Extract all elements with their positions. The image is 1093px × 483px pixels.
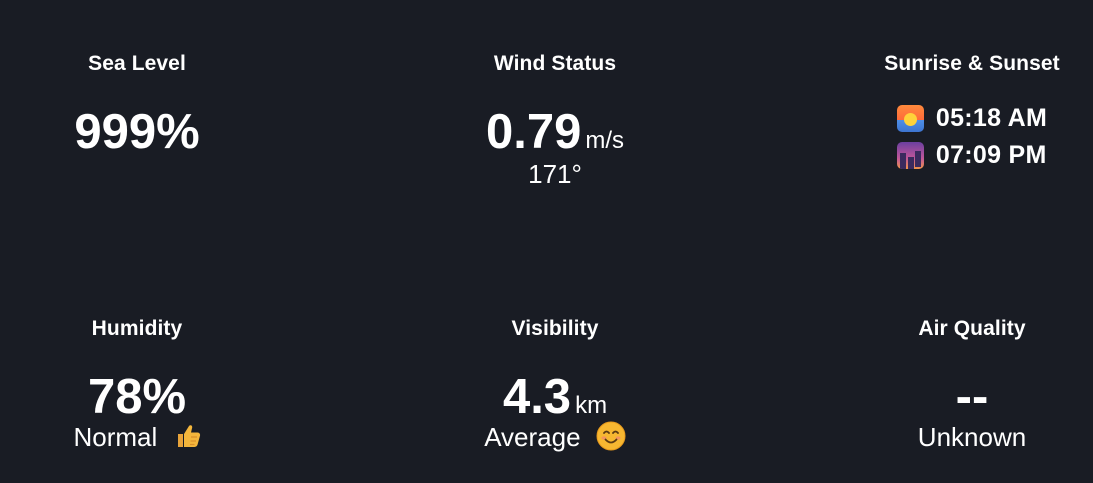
sunset-row: 07:09 PM bbox=[896, 137, 1047, 174]
visibility-status: Average bbox=[365, 421, 745, 453]
air-quality-card: Air Quality -- Unknown bbox=[782, 315, 1093, 453]
sunset-time: 07:09 PM bbox=[935, 141, 1047, 169]
humidity-value: 78% bbox=[0, 369, 327, 425]
wind-direction: 171° bbox=[528, 159, 582, 189]
air-quality-value: -- bbox=[782, 369, 1093, 425]
visibility-card: Visibility 4.3 km Average bbox=[365, 315, 745, 453]
sunrise-row: 05:18 AM bbox=[896, 100, 1048, 137]
visibility-unit: km bbox=[575, 392, 608, 419]
visibility-value-text: 4.3 bbox=[502, 370, 572, 424]
thumbs-up-icon bbox=[177, 425, 200, 447]
air-quality-status: Unknown bbox=[917, 422, 1027, 452]
wind-status-title: Wind Status bbox=[493, 52, 617, 75]
humidity-card: Humidity 78% Normal bbox=[0, 315, 327, 453]
sunrise-sunset-title: Sunrise & Sunset bbox=[884, 52, 1060, 75]
humidity-status: Normal bbox=[0, 421, 327, 453]
sunrise-time: 05:18 AM bbox=[935, 104, 1048, 132]
sea-level-value: 999% bbox=[0, 104, 327, 160]
visibility-value: 4.3 km bbox=[365, 369, 745, 425]
sun-times-list: 05:18 AM 07:09 PM bbox=[896, 100, 1048, 174]
wind-speed-text: 0.79 bbox=[485, 105, 582, 159]
wind-speed-value: 0.79 m/s bbox=[365, 104, 745, 160]
smiling-face-icon bbox=[596, 421, 626, 451]
air-quality-value-text: -- bbox=[955, 370, 989, 424]
sea-level-title: Sea Level bbox=[88, 52, 186, 75]
sea-level-card: Sea Level 999% bbox=[0, 50, 327, 160]
visibility-title: Visibility bbox=[511, 317, 599, 340]
air-quality-title: Air Quality bbox=[918, 317, 1026, 340]
wind-status-card: Wind Status 0.79 m/s 171° bbox=[365, 50, 745, 190]
wind-speed-unit: m/s bbox=[585, 127, 625, 154]
sunset-city-icon bbox=[896, 142, 924, 169]
sea-level-value-text: 999% bbox=[74, 105, 200, 159]
visibility-status-text: Average bbox=[484, 422, 581, 452]
humidity-title: Humidity bbox=[91, 317, 183, 340]
humidity-status-text: Normal bbox=[73, 422, 158, 452]
sunrise-icon bbox=[896, 105, 924, 132]
humidity-value-text: 78% bbox=[87, 370, 187, 424]
sunrise-sunset-card: Sunrise & Sunset 05:18 AM 07:09 PM bbox=[782, 50, 1093, 174]
